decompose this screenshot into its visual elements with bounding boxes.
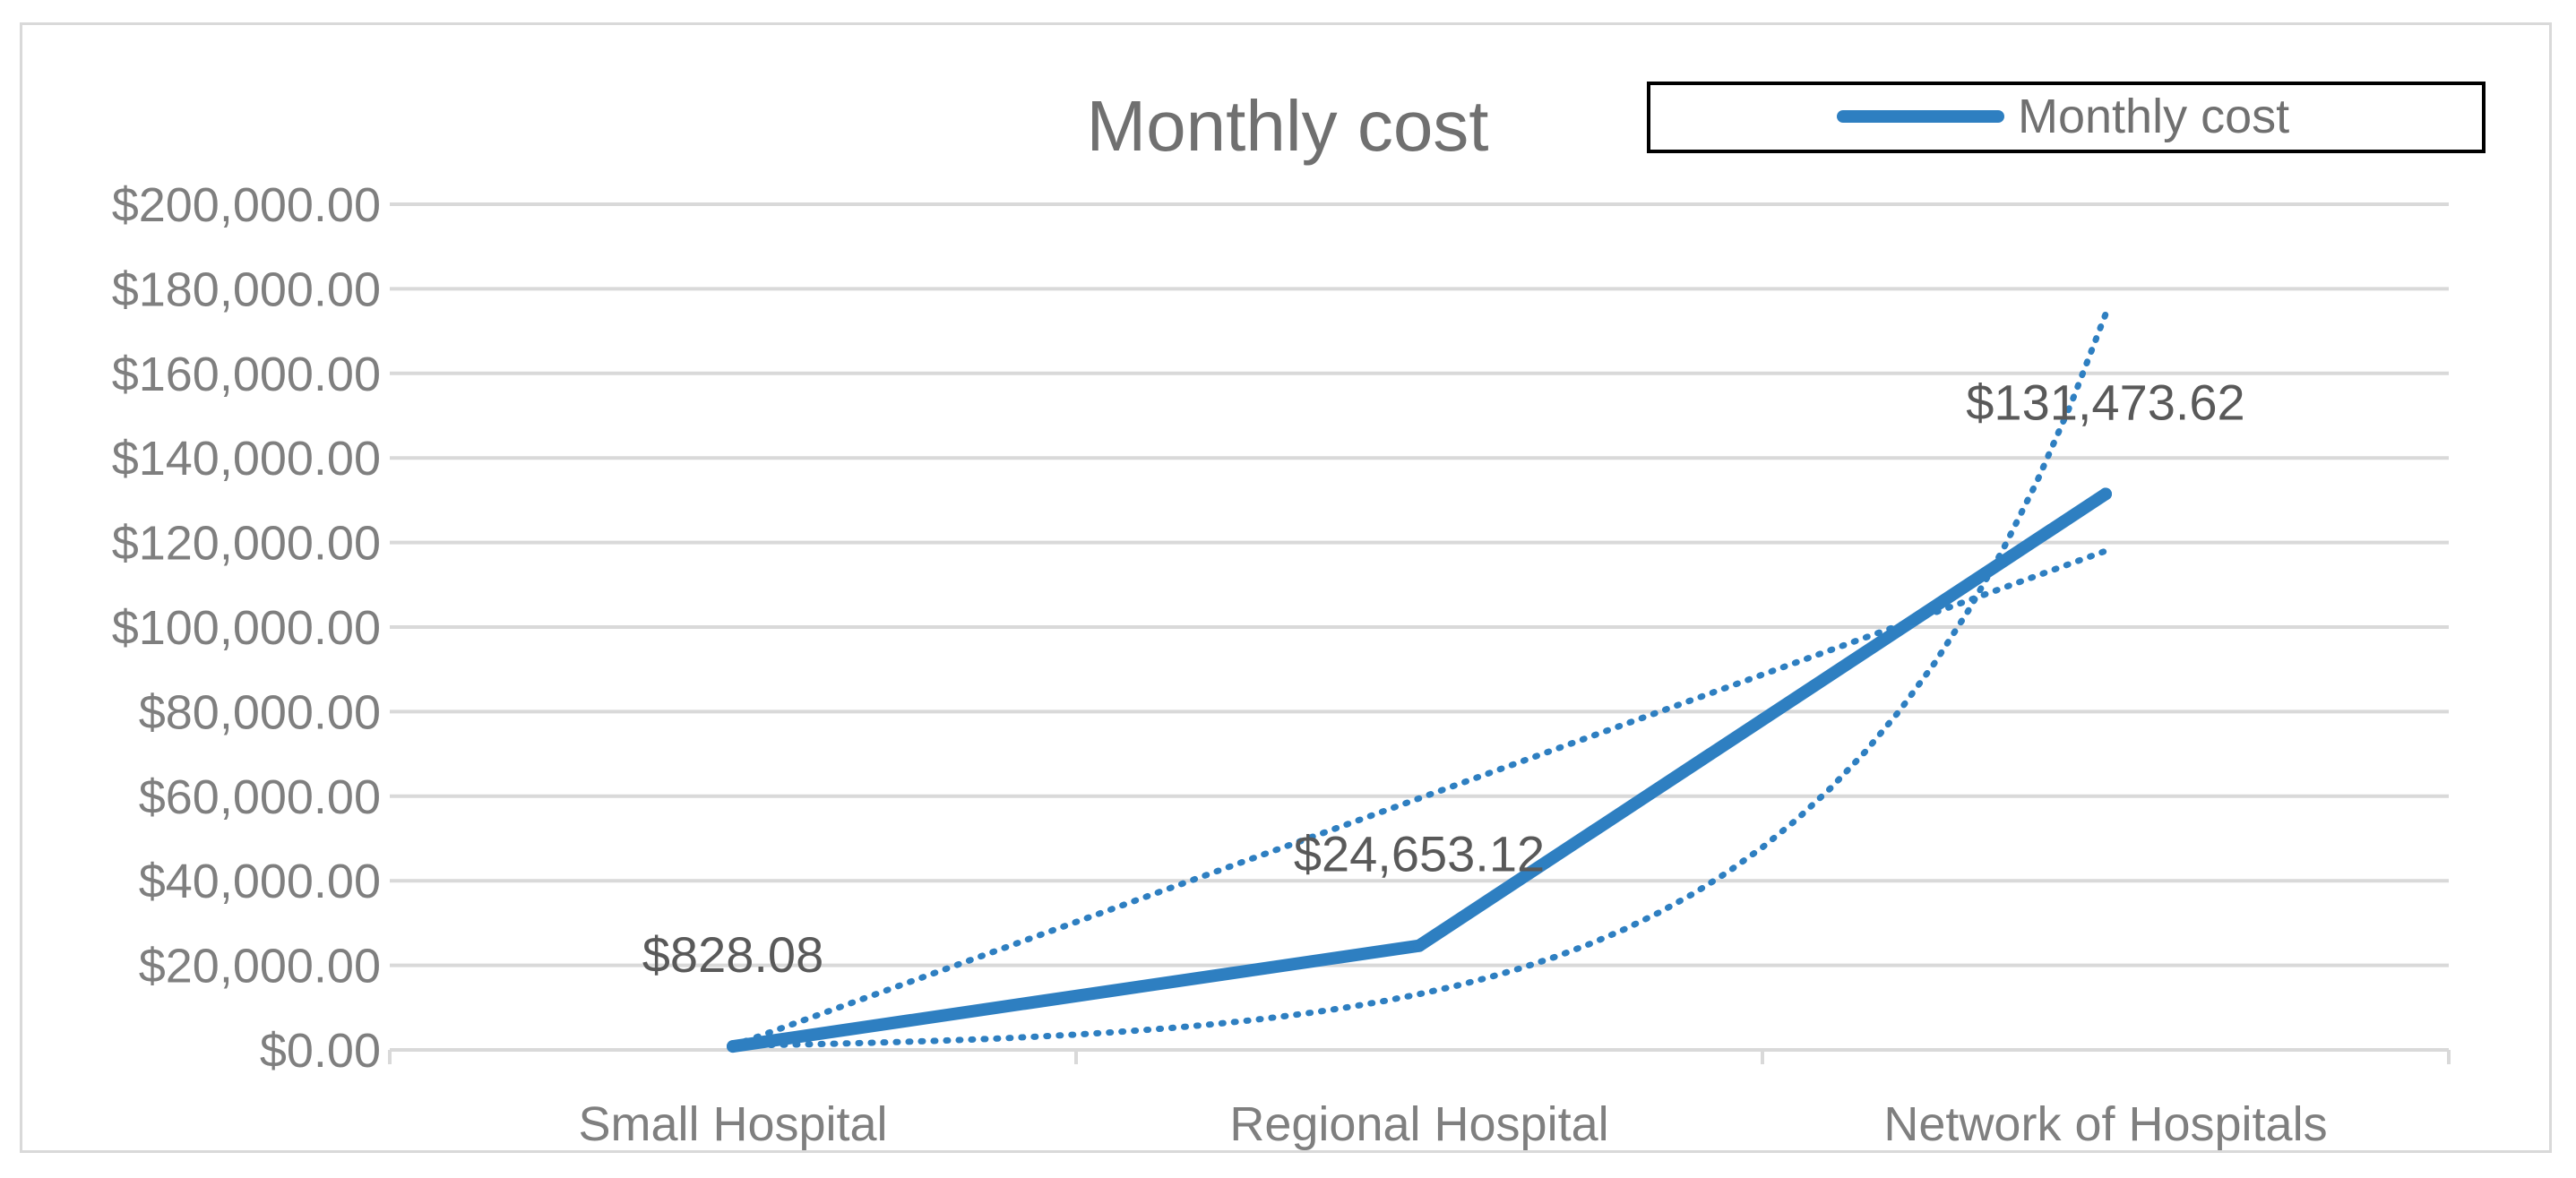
data-label: $24,653.12 — [1294, 826, 1545, 882]
legend[interactable]: Monthly cost — [1647, 82, 2486, 153]
trendline-linear — [729, 547, 2109, 1049]
y-tick-label: $160,000.00 — [112, 348, 381, 401]
legend-box — [1647, 82, 2486, 153]
y-tick-label: $60,000.00 — [139, 770, 381, 824]
data-point — [1413, 939, 1426, 952]
x-tick-label: Small Hospital — [578, 1097, 887, 1151]
y-tick-label: $200,000.00 — [112, 178, 381, 232]
x-tick-label: Network of Hospitals — [1883, 1097, 2327, 1151]
y-tick-label: $20,000.00 — [139, 940, 381, 993]
data-point — [727, 1040, 739, 1053]
legend-label: Monthly cost — [2018, 90, 2289, 143]
y-tick-label: $0.00 — [260, 1024, 381, 1078]
data-point — [2099, 487, 2112, 501]
x-tick-label: Regional Hospital — [1229, 1097, 1608, 1151]
chart-title: Monthly cost — [1086, 86, 1488, 166]
y-axis-tick-labels: $0.00 $20,000.00 $40,000.00 $60,000.00 $80,0… — [112, 178, 381, 1078]
series-line — [727, 487, 2112, 1053]
y-tick-label: $80,000.00 — [139, 685, 381, 739]
y-tick-label: $40,000.00 — [139, 855, 381, 908]
y-tick-label: $120,000.00 — [112, 517, 381, 571]
x-axis: Small Hospital Regional Hospital Network o… — [388, 1048, 2451, 1151]
data-label: $828.08 — [642, 926, 823, 983]
data-label: $131,473.62 — [1966, 374, 2244, 430]
y-tick-label: $140,000.00 — [112, 432, 381, 486]
data-labels: $828.08 $24,653.12 $131,473.62 — [642, 374, 2245, 983]
trendlines — [729, 311, 2109, 1049]
series-lines — [727, 487, 2112, 1053]
gridlines — [390, 202, 2449, 967]
y-tick-label: $180,000.00 — [112, 262, 381, 316]
trendline-exponential — [729, 311, 2109, 1049]
y-tick-label: $100,000.00 — [112, 601, 381, 655]
